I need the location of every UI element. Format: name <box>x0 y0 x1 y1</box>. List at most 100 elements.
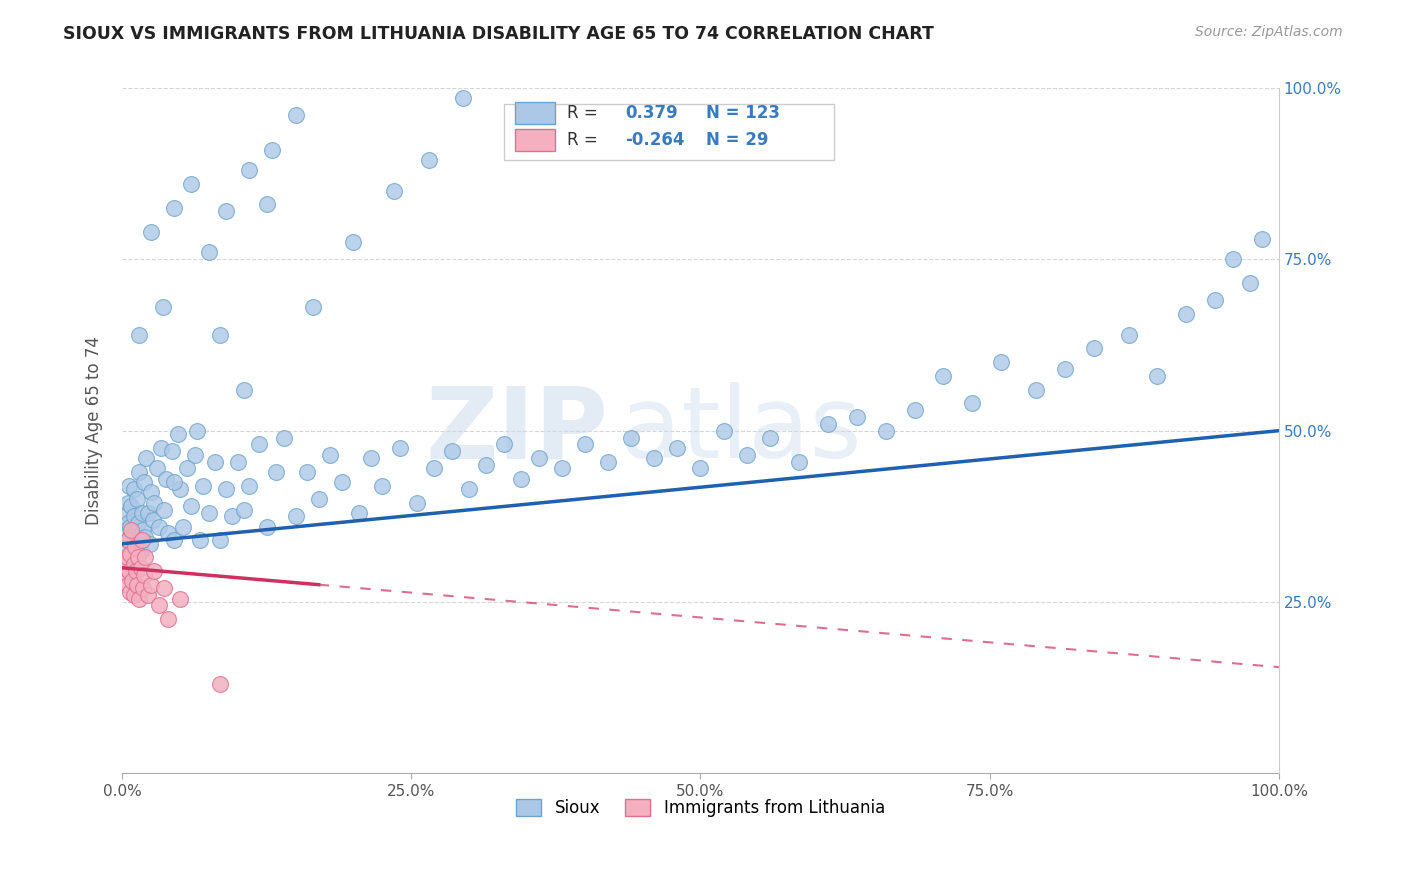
Point <box>134 530 156 544</box>
Point <box>388 441 411 455</box>
Point <box>169 482 191 496</box>
Point <box>139 485 162 500</box>
Point <box>666 441 689 455</box>
Point <box>990 355 1012 369</box>
Point <box>418 153 440 167</box>
Point <box>209 677 232 691</box>
Point <box>284 108 307 122</box>
Legend: Sioux, Immigrants from Lithuania: Sioux, Immigrants from Lithuania <box>509 792 891 823</box>
Point <box>125 537 148 551</box>
Point <box>232 383 254 397</box>
Point <box>209 533 232 548</box>
Point <box>347 506 370 520</box>
Point <box>1250 232 1272 246</box>
Point <box>155 472 177 486</box>
Point <box>120 530 142 544</box>
Point <box>308 492 330 507</box>
Point <box>143 496 166 510</box>
Point <box>342 235 364 249</box>
Point <box>1204 293 1226 308</box>
Point <box>817 417 839 431</box>
Point <box>845 409 868 424</box>
Point <box>134 550 156 565</box>
Point <box>120 547 142 561</box>
Point <box>180 177 202 191</box>
Point <box>132 475 155 489</box>
Point <box>145 461 167 475</box>
Point <box>1239 277 1261 291</box>
Point <box>1053 362 1076 376</box>
Point <box>232 502 254 516</box>
Text: N = 29: N = 29 <box>706 131 769 149</box>
Point <box>120 519 142 533</box>
Point <box>131 533 153 548</box>
Point <box>330 475 353 489</box>
Point <box>142 513 165 527</box>
Text: R =: R = <box>568 131 598 149</box>
Y-axis label: Disability Age 65 to 74: Disability Age 65 to 74 <box>86 336 103 525</box>
Point <box>458 482 481 496</box>
Point <box>118 533 141 548</box>
Point <box>150 441 173 455</box>
Text: N = 123: N = 123 <box>706 103 780 121</box>
Point <box>1083 342 1105 356</box>
Text: 0.379: 0.379 <box>626 103 678 121</box>
Point <box>128 327 150 342</box>
Point <box>875 424 897 438</box>
Point <box>127 578 149 592</box>
Point <box>127 550 149 565</box>
Point <box>256 519 278 533</box>
Point <box>152 502 174 516</box>
Point <box>574 437 596 451</box>
Point <box>163 533 186 548</box>
FancyBboxPatch shape <box>516 129 555 151</box>
Point <box>112 523 135 537</box>
Text: Source: ZipAtlas.com: Source: ZipAtlas.com <box>1195 25 1343 39</box>
Point <box>176 461 198 475</box>
Point <box>114 540 136 554</box>
Point <box>932 368 955 383</box>
Point <box>295 465 318 479</box>
Point <box>136 506 159 520</box>
Point <box>264 465 287 479</box>
Point <box>550 461 572 475</box>
Text: R =: R = <box>568 103 598 121</box>
Point <box>247 437 270 451</box>
Point <box>596 454 619 468</box>
Point <box>152 300 174 314</box>
Point <box>163 475 186 489</box>
Point <box>120 523 142 537</box>
Point <box>139 225 162 239</box>
Point <box>124 540 146 554</box>
Point <box>198 506 221 520</box>
Point <box>256 197 278 211</box>
Point <box>152 582 174 596</box>
Point <box>139 578 162 592</box>
Point <box>122 509 145 524</box>
Point <box>166 427 188 442</box>
Point <box>319 448 342 462</box>
Point <box>160 444 183 458</box>
Point <box>643 451 665 466</box>
FancyBboxPatch shape <box>516 102 555 124</box>
Point <box>1146 368 1168 383</box>
Point <box>221 509 243 524</box>
Point <box>360 451 382 466</box>
Point <box>759 430 782 444</box>
Point <box>406 496 429 510</box>
Point <box>1175 307 1198 321</box>
Point <box>127 516 149 531</box>
Text: -0.264: -0.264 <box>626 131 685 149</box>
Point <box>209 327 232 342</box>
Point <box>238 163 260 178</box>
Point <box>453 91 475 105</box>
Point <box>215 482 238 496</box>
Point <box>1222 252 1244 267</box>
Point <box>117 516 139 531</box>
Point <box>128 591 150 606</box>
Point <box>143 564 166 578</box>
Point <box>132 523 155 537</box>
Point <box>689 461 711 475</box>
Point <box>117 533 139 548</box>
Text: atlas: atlas <box>620 382 860 479</box>
